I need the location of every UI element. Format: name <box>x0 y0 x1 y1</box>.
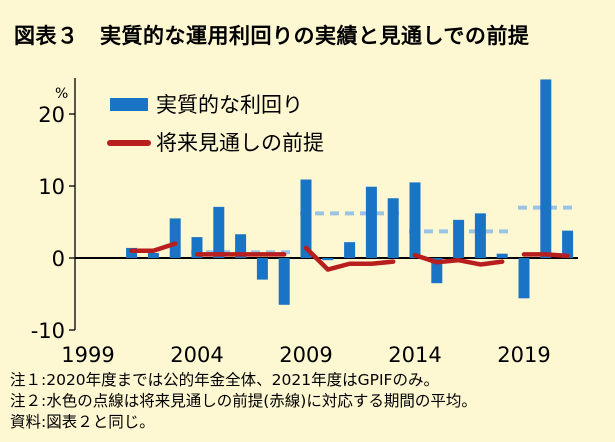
bar <box>300 179 312 258</box>
bar <box>344 242 356 258</box>
x-tick-label: 1999 <box>61 343 114 367</box>
bar <box>474 213 486 258</box>
bar <box>169 218 181 258</box>
bar-series <box>126 79 574 305</box>
bar <box>365 186 377 258</box>
bar <box>518 258 530 299</box>
bar <box>235 234 247 258</box>
average-lines <box>191 205 574 255</box>
assumption-line <box>303 245 396 272</box>
y-tick-label: 20 <box>38 103 65 127</box>
assumption-line <box>129 241 178 254</box>
x-tick-label: 2004 <box>170 343 223 367</box>
bar <box>387 198 399 258</box>
source-note: 資料:図表２と同じ。 <box>10 413 155 431</box>
bar <box>322 258 334 261</box>
legend-label-bar: 実質的な利回り <box>156 93 303 117</box>
notes: 注１:2020年度までは公的年金全体、2021年度はGPIFのみ。 注２:水色の… <box>10 370 477 433</box>
bar <box>256 258 268 280</box>
y-tick-label: -10 <box>31 319 65 343</box>
x-tick-label: 2014 <box>388 343 441 367</box>
legend-label-line: 将来見通しの前提 <box>156 131 324 155</box>
assumption-lines <box>129 241 570 272</box>
legend-swatch-bar <box>110 98 148 111</box>
note-2: 注２:水色の点線は将来見通しの前提(赤線)に対応する期間の平均。 <box>10 392 477 410</box>
y-unit-label: % <box>55 86 68 102</box>
y-tick-label: 10 <box>38 175 65 199</box>
bar <box>540 79 552 258</box>
chart-axes: -10 0 10 20% 1999 2004 2009 2014 2019 <box>31 78 578 367</box>
bar <box>431 258 443 284</box>
bar <box>213 206 225 258</box>
bar <box>562 230 574 258</box>
chart-title: 図表３ 実質的な運用利回りの実績と見通しでの前提 <box>14 24 530 48</box>
assumption-line <box>412 252 505 267</box>
bar <box>191 237 203 258</box>
bar <box>409 182 421 258</box>
bar <box>147 252 159 258</box>
note-1: 注１:2020年度までは公的年金全体、2021年度はGPIFのみ。 <box>10 371 439 389</box>
x-tick-label: 2019 <box>497 343 550 367</box>
bar <box>496 253 508 258</box>
assumption-line <box>521 252 570 259</box>
bar <box>453 219 465 258</box>
x-tick-label: 2009 <box>279 343 332 367</box>
bar <box>278 258 290 305</box>
y-tick-label: 0 <box>52 247 65 271</box>
